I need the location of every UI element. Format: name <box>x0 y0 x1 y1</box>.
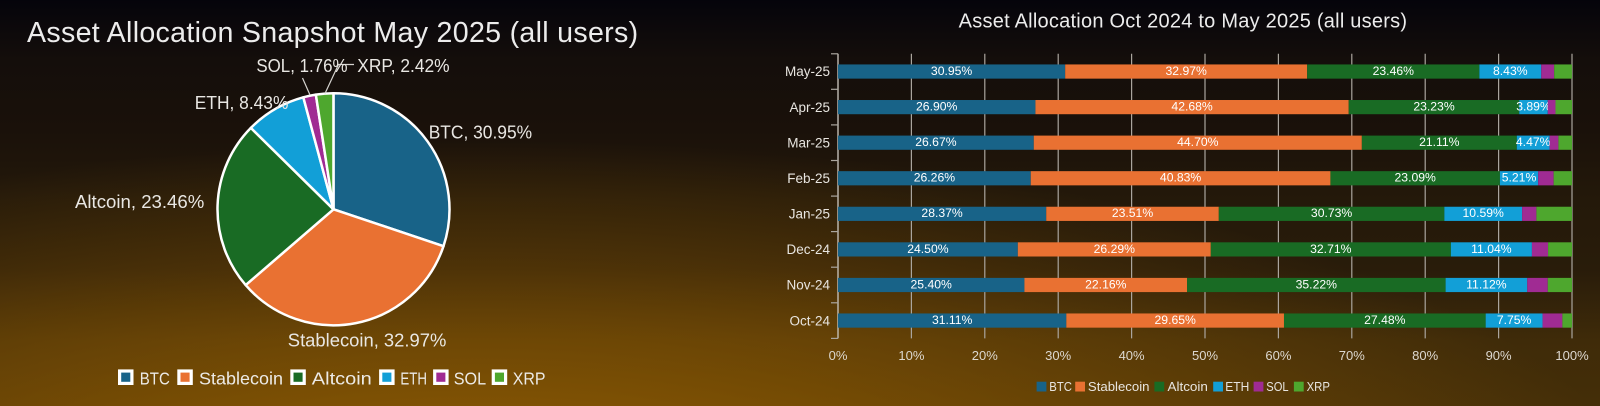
svg-text:23.51%: 23.51% <box>1112 206 1153 220</box>
svg-text:50%: 50% <box>1192 348 1218 363</box>
svg-text:SOL, 1.76%: SOL, 1.76% <box>256 56 347 76</box>
svg-text:BTC: BTC <box>1049 380 1072 394</box>
svg-text:100%: 100% <box>1555 348 1589 363</box>
svg-text:31.11%: 31.11% <box>932 313 973 327</box>
svg-text:Feb-25: Feb-25 <box>787 171 830 186</box>
svg-text:23.09%: 23.09% <box>1395 171 1436 185</box>
svg-text:42.68%: 42.68% <box>1171 100 1212 114</box>
svg-text:Asset Allocation Oct 2024 to M: Asset Allocation Oct 2024 to May 2025 (a… <box>959 11 1408 33</box>
svg-text:26.26%: 26.26% <box>914 171 955 185</box>
svg-text:Dec-24: Dec-24 <box>786 242 830 257</box>
svg-text:Altcoin: Altcoin <box>312 369 372 389</box>
svg-text:22.16%: 22.16% <box>1085 277 1126 291</box>
svg-text:24.50%: 24.50% <box>907 242 948 256</box>
svg-text:ETH: ETH <box>400 369 427 389</box>
svg-text:32.97%: 32.97% <box>1166 64 1207 78</box>
svg-text:26.67%: 26.67% <box>915 135 956 149</box>
svg-text:8.43%: 8.43% <box>1493 64 1528 78</box>
svg-text:10.59%: 10.59% <box>1463 206 1504 220</box>
svg-text:ETH: ETH <box>1225 380 1249 394</box>
svg-text:20%: 20% <box>972 348 998 363</box>
svg-text:23.46%: 23.46% <box>1373 64 1414 78</box>
svg-text:Stablecoin: Stablecoin <box>1088 380 1150 394</box>
svg-text:26.29%: 26.29% <box>1094 242 1135 256</box>
svg-text:Altcoin, 23.46%: Altcoin, 23.46% <box>75 192 204 212</box>
svg-text:32.71%: 32.71% <box>1310 242 1351 256</box>
svg-text:4.47%: 4.47% <box>1516 135 1551 149</box>
svg-text:BTC, 30.95%: BTC, 30.95% <box>429 122 532 142</box>
svg-text:30.95%: 30.95% <box>931 64 972 78</box>
svg-text:26.90%: 26.90% <box>916 100 957 114</box>
svg-text:Apr-25: Apr-25 <box>789 100 830 115</box>
svg-text:XRP: XRP <box>1307 380 1330 394</box>
svg-text:23.23%: 23.23% <box>1413 100 1454 114</box>
svg-text:11.12%: 11.12% <box>1466 277 1507 291</box>
svg-text:ETH, 8.43%: ETH, 8.43% <box>195 93 289 113</box>
svg-text:28.37%: 28.37% <box>921 206 962 220</box>
svg-text:7.75%: 7.75% <box>1497 313 1532 327</box>
svg-text:Stablecoin, 32.97%: Stablecoin, 32.97% <box>288 330 447 350</box>
svg-text:Jan-25: Jan-25 <box>789 207 830 222</box>
svg-text:60%: 60% <box>1265 348 1291 363</box>
svg-text:30.73%: 30.73% <box>1311 206 1352 220</box>
svg-text:10%: 10% <box>898 348 924 363</box>
svg-text:Mar-25: Mar-25 <box>787 135 830 150</box>
svg-text:Nov-24: Nov-24 <box>786 278 830 293</box>
svg-text:29.65%: 29.65% <box>1155 313 1196 327</box>
svg-text:Asset Allocation Snapshot May: Asset Allocation Snapshot May 2025 (all … <box>27 17 638 49</box>
svg-text:SOL: SOL <box>1266 380 1288 394</box>
svg-text:40.83%: 40.83% <box>1160 171 1201 185</box>
svg-text:XRP: XRP <box>513 369 546 389</box>
svg-text:5.21%: 5.21% <box>1502 171 1537 185</box>
svg-text:Stablecoin: Stablecoin <box>199 369 283 389</box>
svg-text:35.22%: 35.22% <box>1296 277 1337 291</box>
svg-text:SOL: SOL <box>454 369 487 389</box>
svg-text:3.89%: 3.89% <box>1516 100 1551 114</box>
svg-text:25.40%: 25.40% <box>911 277 952 291</box>
svg-text:0%: 0% <box>829 348 848 363</box>
svg-text:70%: 70% <box>1339 348 1365 363</box>
svg-text:30%: 30% <box>1045 348 1071 363</box>
svg-text:27.48%: 27.48% <box>1364 313 1405 327</box>
svg-text:21.11%: 21.11% <box>1419 135 1460 149</box>
svg-text:BTC: BTC <box>140 369 170 389</box>
svg-text:11.04%: 11.04% <box>1471 242 1512 256</box>
svg-text:40%: 40% <box>1119 348 1145 363</box>
svg-text:XRP, 2.42%: XRP, 2.42% <box>357 56 449 76</box>
svg-text:Altcoin: Altcoin <box>1168 380 1208 394</box>
svg-text:80%: 80% <box>1412 348 1438 363</box>
svg-text:90%: 90% <box>1486 348 1512 363</box>
svg-text:May-25: May-25 <box>785 64 830 79</box>
svg-text:44.70%: 44.70% <box>1177 135 1218 149</box>
svg-text:Oct-24: Oct-24 <box>789 313 830 328</box>
